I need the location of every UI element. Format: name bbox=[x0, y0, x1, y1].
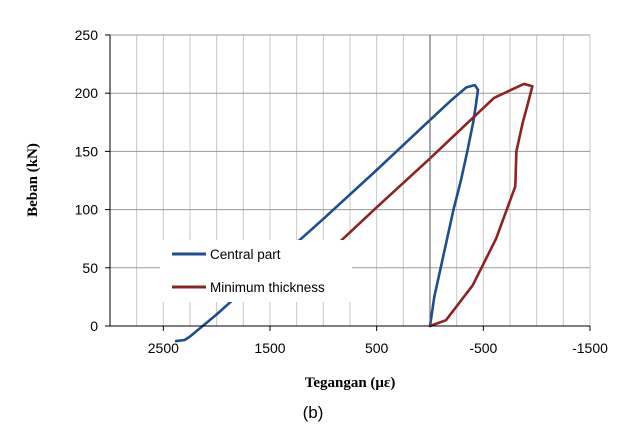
y-tick-label: 0 bbox=[90, 318, 98, 334]
x-axis-title: Tegangan (με) bbox=[305, 375, 396, 391]
y-tick-label: 250 bbox=[75, 27, 99, 43]
series-lines bbox=[174, 82, 534, 343]
legend-background bbox=[160, 240, 352, 302]
y-axis-title: Beban (kN) bbox=[25, 143, 41, 217]
x-tick-label: -500 bbox=[469, 340, 497, 356]
y-tick-label: 100 bbox=[75, 202, 99, 218]
x-tick-label: -1500 bbox=[572, 340, 608, 356]
tick-labels: 0 50 100 150 200 250 2500 1500 500 -500 -1500 bbox=[75, 27, 608, 356]
x-tick-label: 500 bbox=[365, 340, 389, 356]
axes bbox=[105, 34, 591, 331]
y-tick-label: 200 bbox=[75, 85, 99, 101]
y-tick-label: 150 bbox=[75, 143, 99, 159]
series-line-central-part bbox=[174, 83, 480, 343]
x-tick-label: 2500 bbox=[148, 340, 179, 356]
x-tick-label: 1500 bbox=[254, 340, 285, 356]
figure-caption: (b) bbox=[303, 403, 324, 422]
legend-label-minimum-thickness: Minimum thickness bbox=[210, 280, 325, 295]
y-tick-label: 50 bbox=[82, 260, 98, 276]
legend: Central part Minimum thickness bbox=[160, 240, 352, 302]
legend-label-central-part: Central part bbox=[210, 247, 281, 262]
